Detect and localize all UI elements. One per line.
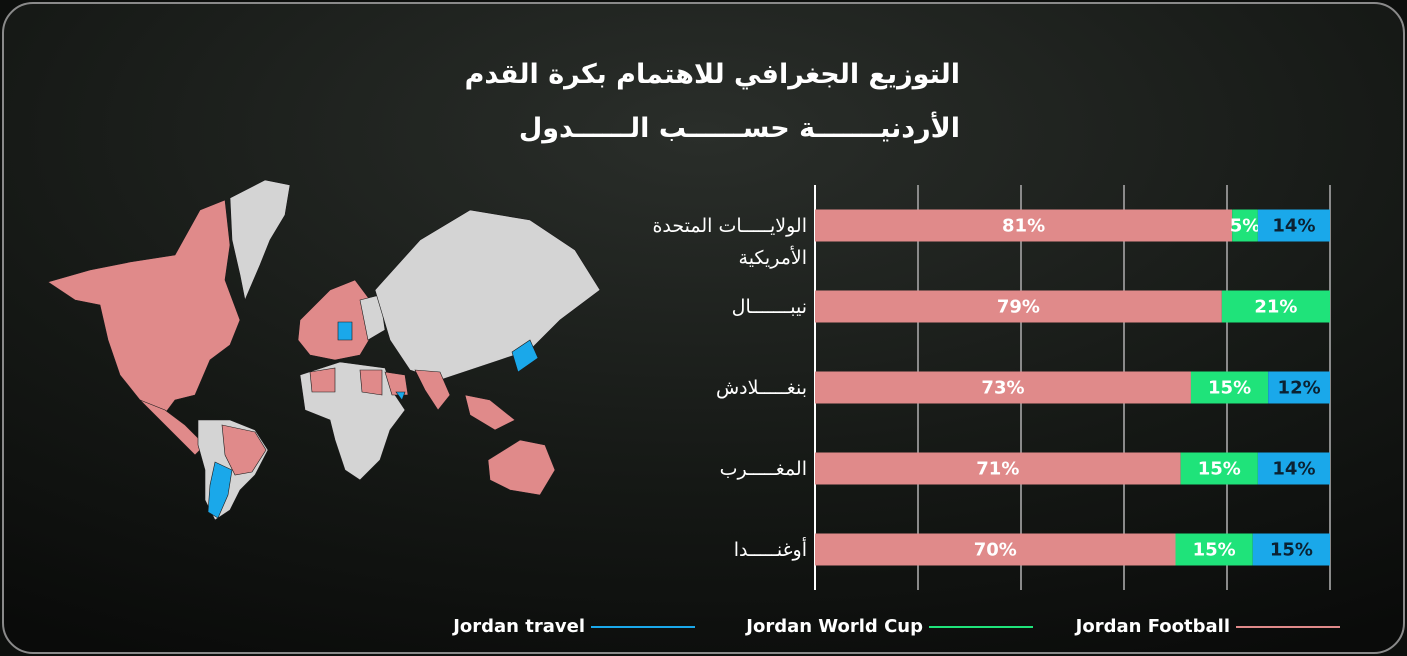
bar-segment <box>815 533 1176 566</box>
y-tick-label: بنغـــــلادش <box>715 376 807 399</box>
bar-segment <box>815 371 1191 404</box>
data-label: 5% <box>1230 216 1261 237</box>
world-map <box>47 179 601 521</box>
data-label: 14% <box>1272 216 1315 237</box>
data-label: 15% <box>1198 459 1241 480</box>
data-label: 21% <box>1254 297 1297 318</box>
y-tick-label: أوغنـــــدا <box>733 538 807 561</box>
bar-segment <box>1257 209 1330 242</box>
data-label: 70% <box>974 540 1017 561</box>
legend-label: Jordan World Cup <box>744 616 923 637</box>
bar-segment <box>1268 371 1330 404</box>
bar-segment <box>1190 371 1269 404</box>
bar-segment <box>815 452 1181 485</box>
data-label: 71% <box>976 459 1019 480</box>
bar-segment <box>1232 209 1258 242</box>
bar-segment <box>815 290 1222 323</box>
bar-segment <box>1221 290 1330 323</box>
bar-segment <box>1175 533 1253 566</box>
data-label: 73% <box>981 378 1024 399</box>
legend-label: Jordan Football <box>1074 616 1230 637</box>
bar-segment <box>1252 533 1330 566</box>
bar-segment <box>1180 452 1258 485</box>
legend-label: Jordan travel <box>451 616 585 637</box>
data-label: 14% <box>1272 459 1315 480</box>
data-label: 15% <box>1208 378 1251 399</box>
y-tick-label: نيبـــــــال <box>731 295 807 318</box>
data-label: 79% <box>997 297 1040 318</box>
data-label: 15% <box>1270 540 1313 561</box>
y-tick-label: المغـــــرب <box>719 457 807 480</box>
bar-segment <box>815 209 1233 242</box>
y-tick-label: الولايـــــات المتحدة الأمريكية <box>652 214 807 269</box>
chart-title: التوزيع الجغرافي للاهتمام بكرة القدم الأ… <box>464 59 960 144</box>
bar-segment <box>1257 452 1330 485</box>
data-label: 12% <box>1278 378 1321 399</box>
data-label: 15% <box>1193 540 1236 561</box>
data-label: 81% <box>1002 216 1045 237</box>
